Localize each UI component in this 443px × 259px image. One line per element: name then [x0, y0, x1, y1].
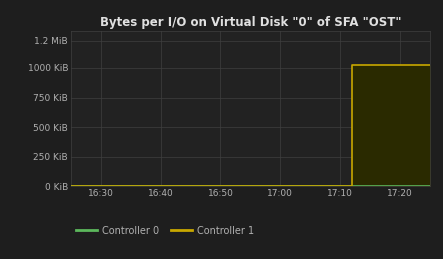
- Title: Bytes per I/O on Virtual Disk "0" of SFA "OST": Bytes per I/O on Virtual Disk "0" of SFA…: [100, 16, 401, 28]
- Legend: Controller 0, Controller 1: Controller 0, Controller 1: [76, 226, 254, 235]
